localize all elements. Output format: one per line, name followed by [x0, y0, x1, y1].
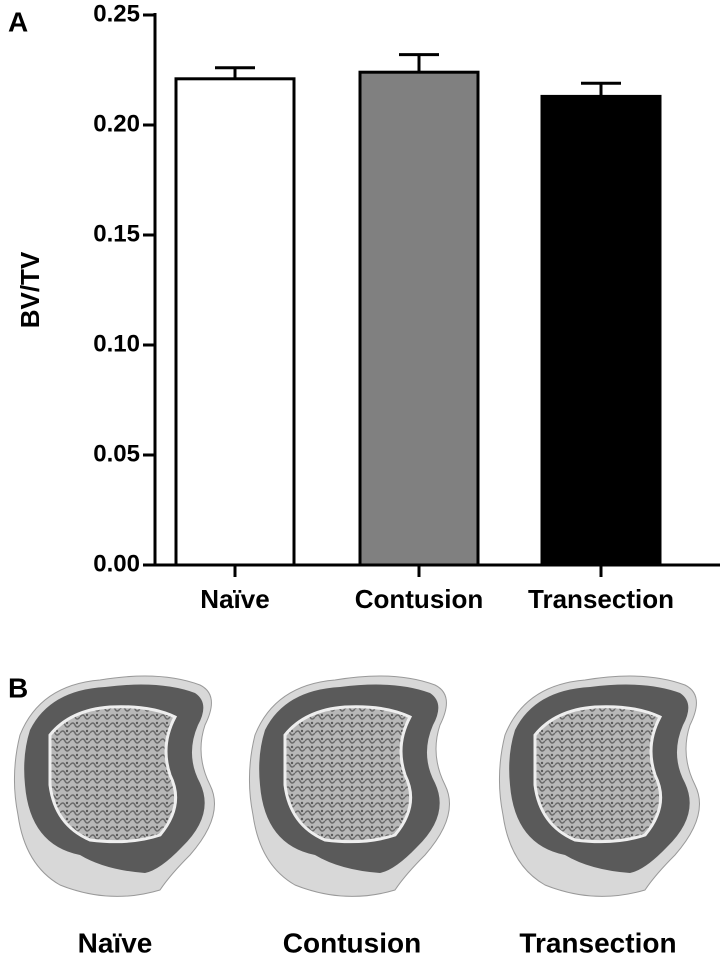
image-label: Transection: [519, 927, 676, 958]
panel-label: B: [8, 672, 28, 703]
plot: 0.00 0.05 0.10 0.15 0.20 0.25 Naïve Contusion Tr…: [93, 0, 720, 614]
y-tick-label: 0.10: [93, 330, 140, 357]
image-label: Contusion: [283, 927, 421, 958]
bar: [358, 70, 480, 567]
bar: [174, 77, 296, 567]
panel-label: A: [8, 6, 28, 37]
bone-image: [247, 674, 451, 898]
x-tick-label: Contusion: [355, 584, 484, 614]
bone-image: [12, 674, 217, 898]
bone-image: [497, 674, 701, 898]
y-tick-label: 0.05: [93, 440, 140, 467]
bar: [540, 94, 662, 567]
y-tick-label: 0.00: [93, 550, 140, 577]
y-tick-label: 0.25: [93, 0, 140, 27]
y-tick-label: 0.15: [93, 220, 140, 247]
y-tick-label: 0.20: [93, 110, 140, 137]
image-label: Naïve: [78, 927, 153, 958]
x-tick-label: Naïve: [200, 584, 269, 614]
x-tick-label: Transection: [528, 584, 674, 614]
y-axis-label: BV/TV: [15, 251, 45, 328]
